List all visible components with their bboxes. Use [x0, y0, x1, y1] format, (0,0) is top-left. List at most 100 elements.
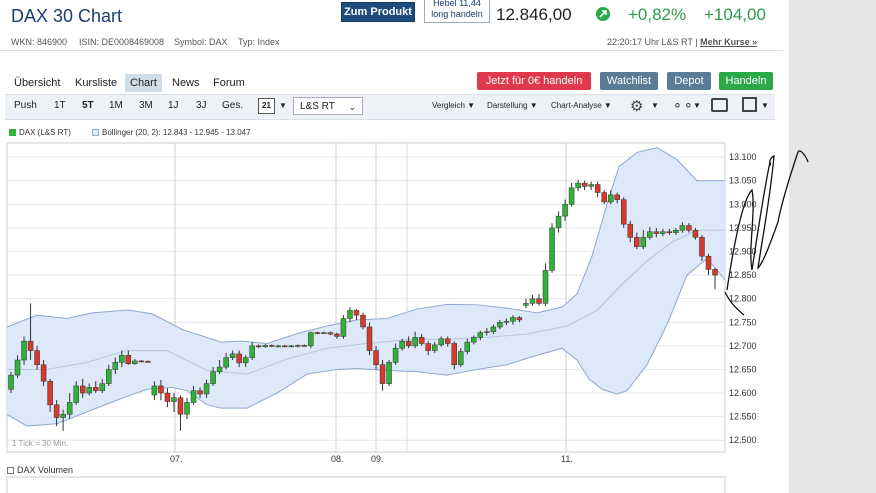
candle-body	[686, 225, 692, 231]
print-icon[interactable]	[711, 98, 728, 112]
candle-body	[112, 362, 119, 370]
typ: Typ: Index	[238, 37, 280, 47]
range-3m[interactable]: 3M	[139, 100, 153, 111]
candle-body	[334, 333, 340, 337]
candle-body	[27, 340, 34, 351]
candle-body	[673, 230, 679, 233]
page-title: DAX 30 Chart	[11, 6, 123, 26]
gear-icon[interactable]: ⚙	[630, 98, 644, 115]
exchange-select[interactable]: L&S RT ⌄	[293, 97, 363, 115]
candle-body	[255, 345, 262, 348]
exchange-select-value: L&S RT	[300, 101, 335, 112]
candle-body	[92, 387, 99, 391]
candle-body	[594, 184, 601, 193]
chevron-down-icon: ⌄	[348, 102, 356, 112]
y-tick-label: 12.850	[729, 270, 757, 280]
candle-body	[588, 184, 594, 187]
candle-body	[386, 362, 392, 384]
chart-toolbar	[5, 94, 775, 120]
candle-body	[366, 326, 373, 351]
candle-body	[634, 237, 640, 248]
candle-body	[471, 337, 477, 343]
candle-body	[647, 231, 653, 238]
candle-body	[431, 344, 438, 351]
tab-kursliste[interactable]: Kursliste	[75, 77, 118, 89]
calendar-icon[interactable]: 21	[258, 98, 275, 114]
legend-bollinger: Bollinger (20, 2): 12.843 - 12.945 - 13.…	[92, 128, 251, 137]
candle-body	[138, 360, 145, 363]
trade-button[interactable]: Jetzt für 0€ handeln	[477, 72, 591, 90]
meta-bar	[0, 32, 783, 51]
change-percent: +0,82%	[628, 5, 687, 24]
candle-body	[216, 366, 223, 373]
y-tick-label: 12.500	[729, 435, 757, 445]
candle-body	[125, 355, 132, 365]
save-icon[interactable]	[742, 97, 757, 112]
range-ges[interactable]: Ges.	[222, 100, 244, 111]
handeln-button[interactable]: Handeln	[719, 72, 773, 90]
depot-button[interactable]: Depot	[667, 72, 711, 90]
calendar-dropdown-icon[interactable]: ▼	[279, 101, 287, 110]
candle-body	[236, 353, 242, 364]
tab-forum[interactable]: Forum	[213, 77, 245, 89]
x-tick-label: 11.	[561, 454, 573, 464]
gear-dropdown-icon[interactable]: ▼	[651, 101, 659, 110]
candle-body	[210, 371, 216, 384]
candle-body	[484, 331, 490, 333]
network-dropdown-icon[interactable]: ▼	[693, 101, 701, 110]
candle-body	[197, 390, 203, 395]
wkn: WKN: 846900	[11, 37, 68, 47]
volume-label: DAX Volumen	[7, 465, 73, 475]
watchlist-button[interactable]: Watchlist	[600, 72, 658, 90]
tab-news[interactable]: News	[172, 77, 200, 89]
vergleich-menu[interactable]: Vergleich ▼	[432, 101, 476, 110]
candle-body	[549, 227, 555, 271]
tab-chart[interactable]: Chart	[125, 74, 162, 92]
candle-body	[620, 199, 627, 225]
candle-body	[53, 404, 60, 418]
zum-produkt-button[interactable]: Zum Produkt	[341, 2, 415, 22]
range-1m[interactable]: 1M	[109, 100, 123, 111]
tab-uebersicht[interactable]: Übersicht	[14, 77, 61, 89]
candle-body	[523, 303, 529, 306]
range-5t[interactable]: 5T	[82, 100, 94, 111]
candle-body	[184, 402, 190, 415]
candle-body	[575, 182, 581, 189]
candle-body	[171, 397, 177, 402]
drawing-annotation	[726, 150, 809, 291]
y-tick-label: 12.800	[729, 294, 757, 304]
hebel-box[interactable]: Hebel 11,44 long handeln	[424, 0, 490, 23]
chart-analyse-menu[interactable]: Chart-Analyse ▼	[551, 101, 612, 110]
bollinger-upper	[6, 147, 725, 345]
candle-body	[8, 374, 14, 390]
candle-body	[601, 192, 607, 203]
candle-body	[308, 332, 314, 347]
range-3j[interactable]: 3J	[196, 100, 207, 111]
candle-body	[177, 397, 184, 415]
candle-body	[190, 390, 197, 403]
save-dropdown-icon[interactable]: ▼	[761, 101, 769, 110]
legend-dax-label: DAX (L&S RT)	[19, 128, 71, 137]
mehr-kurse-link[interactable]: Mehr Kurse »	[700, 37, 758, 47]
candle-body	[666, 231, 673, 233]
candle-body	[542, 270, 549, 304]
quote-time: 22:20:17 Uhr L&S RT	[607, 37, 693, 47]
vergleich-label: Vergleich	[432, 101, 465, 110]
network-icon[interactable]: ⚬⚬	[672, 98, 694, 113]
candle-body	[555, 215, 562, 229]
bollinger-band	[7, 147, 725, 427]
symbol: Symbol: DAX	[174, 37, 228, 47]
bollinger-middle	[7, 229, 725, 375]
candle-body	[40, 364, 47, 382]
candle-body	[66, 402, 73, 415]
darstellung-menu[interactable]: Darstellung ▼	[487, 101, 538, 110]
range-1t[interactable]: 1T	[54, 100, 66, 111]
range-1j[interactable]: 1J	[168, 100, 179, 111]
candle-body	[249, 345, 255, 358]
range-push[interactable]: Push	[14, 100, 37, 111]
candle-body	[262, 345, 268, 348]
candle-body	[145, 361, 151, 363]
candle-body	[353, 310, 360, 316]
y-tick-label: 12.700	[729, 341, 757, 351]
